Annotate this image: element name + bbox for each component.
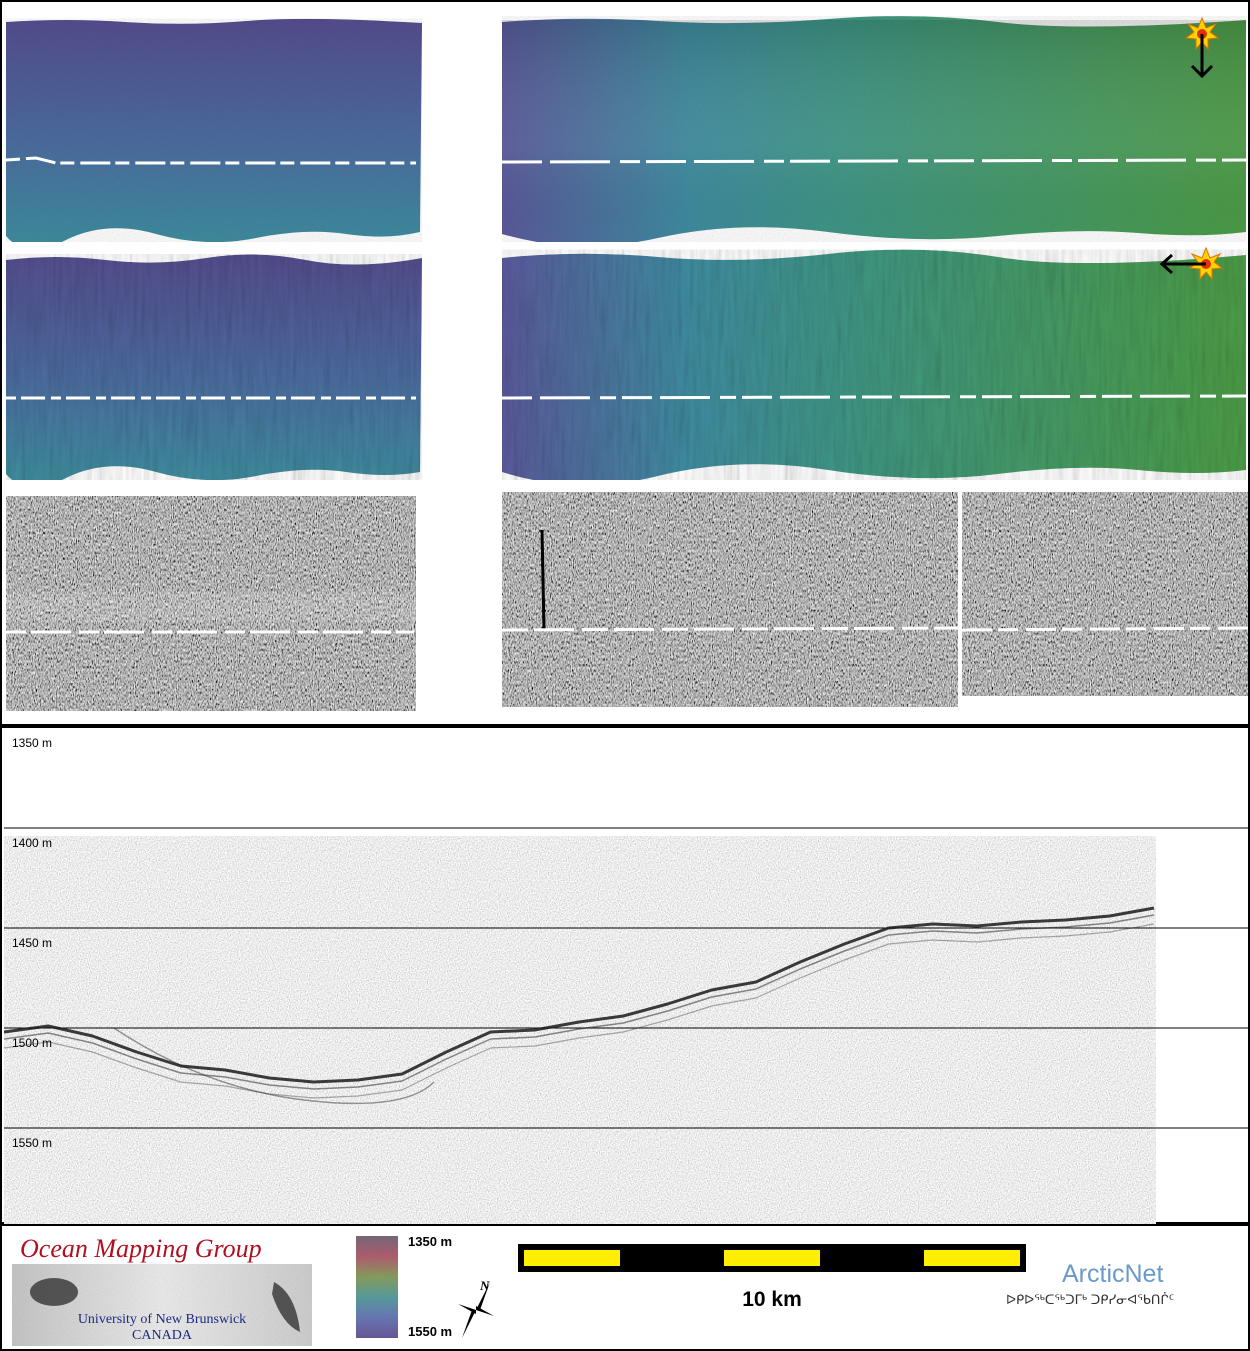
- depth-label-1400: 1400 m: [12, 836, 53, 850]
- depth-label-1500: 1500 m: [12, 1036, 53, 1050]
- omg-logo-artwork: [12, 1264, 312, 1346]
- omg-logo: Ocean Mapping Group University of New Br…: [12, 1234, 312, 1346]
- bathymetry-strip-west-illum-east: [6, 254, 422, 480]
- scale-segment: [524, 1250, 620, 1266]
- colorbar-bottom-label: 1550 m: [408, 1324, 453, 1339]
- colorbar-top-label: 1350 m: [408, 1234, 453, 1249]
- seafloor-reflector-line: [4, 914, 1155, 1090]
- sun-illumination-north-icon: [1185, 17, 1219, 79]
- seafloor-reflector-line: [4, 923, 1155, 1099]
- sun-illumination-east-icon: [1159, 247, 1223, 280]
- sidescan-strip-west: [6, 496, 416, 711]
- sidescan-strip-east-b: [962, 492, 1248, 696]
- scale-segment: [924, 1250, 1020, 1266]
- bathymetry-strip-west-illum-north: [6, 18, 422, 242]
- arcticnet-syllabics: ᐅᑭᐅᖅᑕᖅᑐᒥᒃ ᑐᑭᓯᓂᐊᖃᑎᒌᑦ: [1006, 1292, 1175, 1307]
- depth-label-1350: 1350 m: [12, 736, 53, 750]
- subbottom-reflector-line: [113, 1027, 435, 1105]
- north-arrow-icon: [458, 1282, 494, 1338]
- profile-chart: [4, 827, 1250, 1129]
- survey-imagery-panel: [0, 0, 1250, 726]
- subbottom-profile-panel: 1350 m 1400 m 1450 m 1500 m 1550 m: [0, 726, 1250, 1224]
- logo-country: CANADA: [132, 1328, 192, 1343]
- depth-label-1450: 1450 m: [12, 936, 53, 950]
- depth-label-1550: 1550 m: [12, 1136, 53, 1150]
- sidescan-strip-east-a: [502, 492, 959, 707]
- scale-segment: [724, 1250, 820, 1266]
- bathymetry-strip-east-illum-east: [501, 249, 1247, 480]
- north-label: N: [480, 1278, 490, 1293]
- legend-panel: Ocean Mapping Group University of New Br…: [0, 1224, 1250, 1351]
- profile-backdrop: [4, 836, 1156, 1224]
- scale-bar: [518, 1244, 1026, 1272]
- bathymetry-strip-east-illum-north: [501, 16, 1247, 242]
- arcticnet-logo: ArcticNet: [1062, 1260, 1164, 1288]
- logo-title: Ocean Mapping Group: [20, 1234, 262, 1263]
- seafloor-reflector-line: [4, 906, 1155, 1084]
- scale-label: 10 km: [742, 1288, 802, 1311]
- depth-colorbar: [356, 1236, 398, 1338]
- logo-university: University of New Brunswick: [77, 1312, 247, 1327]
